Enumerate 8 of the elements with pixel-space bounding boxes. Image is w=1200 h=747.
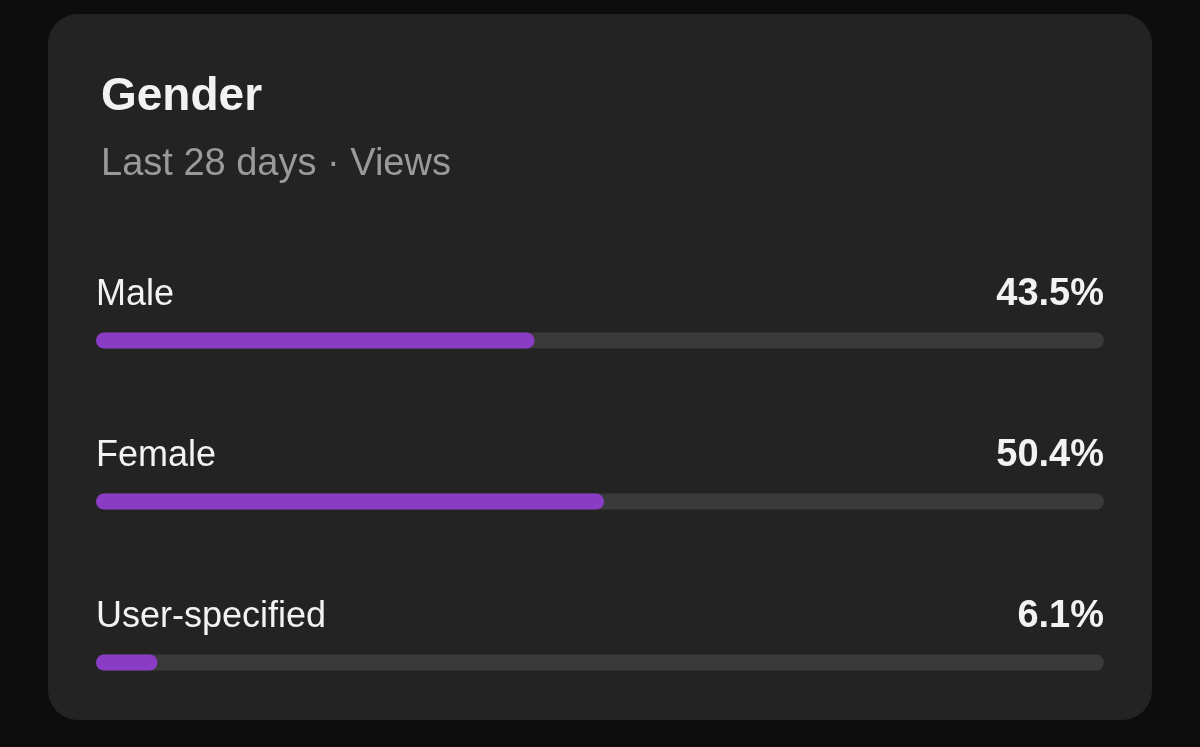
- data-label: 43.5%: [996, 270, 1104, 313]
- y-tick-label: User-specified: [96, 594, 327, 635]
- chart-subtitle: Last 28 days · Views: [101, 141, 451, 183]
- y-tick-label: Male: [96, 272, 175, 313]
- data-label: 6.1%: [1017, 592, 1104, 635]
- chart-title: Gender: [101, 68, 263, 120]
- y-tick-label: Female: [96, 433, 217, 474]
- data-label: 50.4%: [996, 431, 1104, 474]
